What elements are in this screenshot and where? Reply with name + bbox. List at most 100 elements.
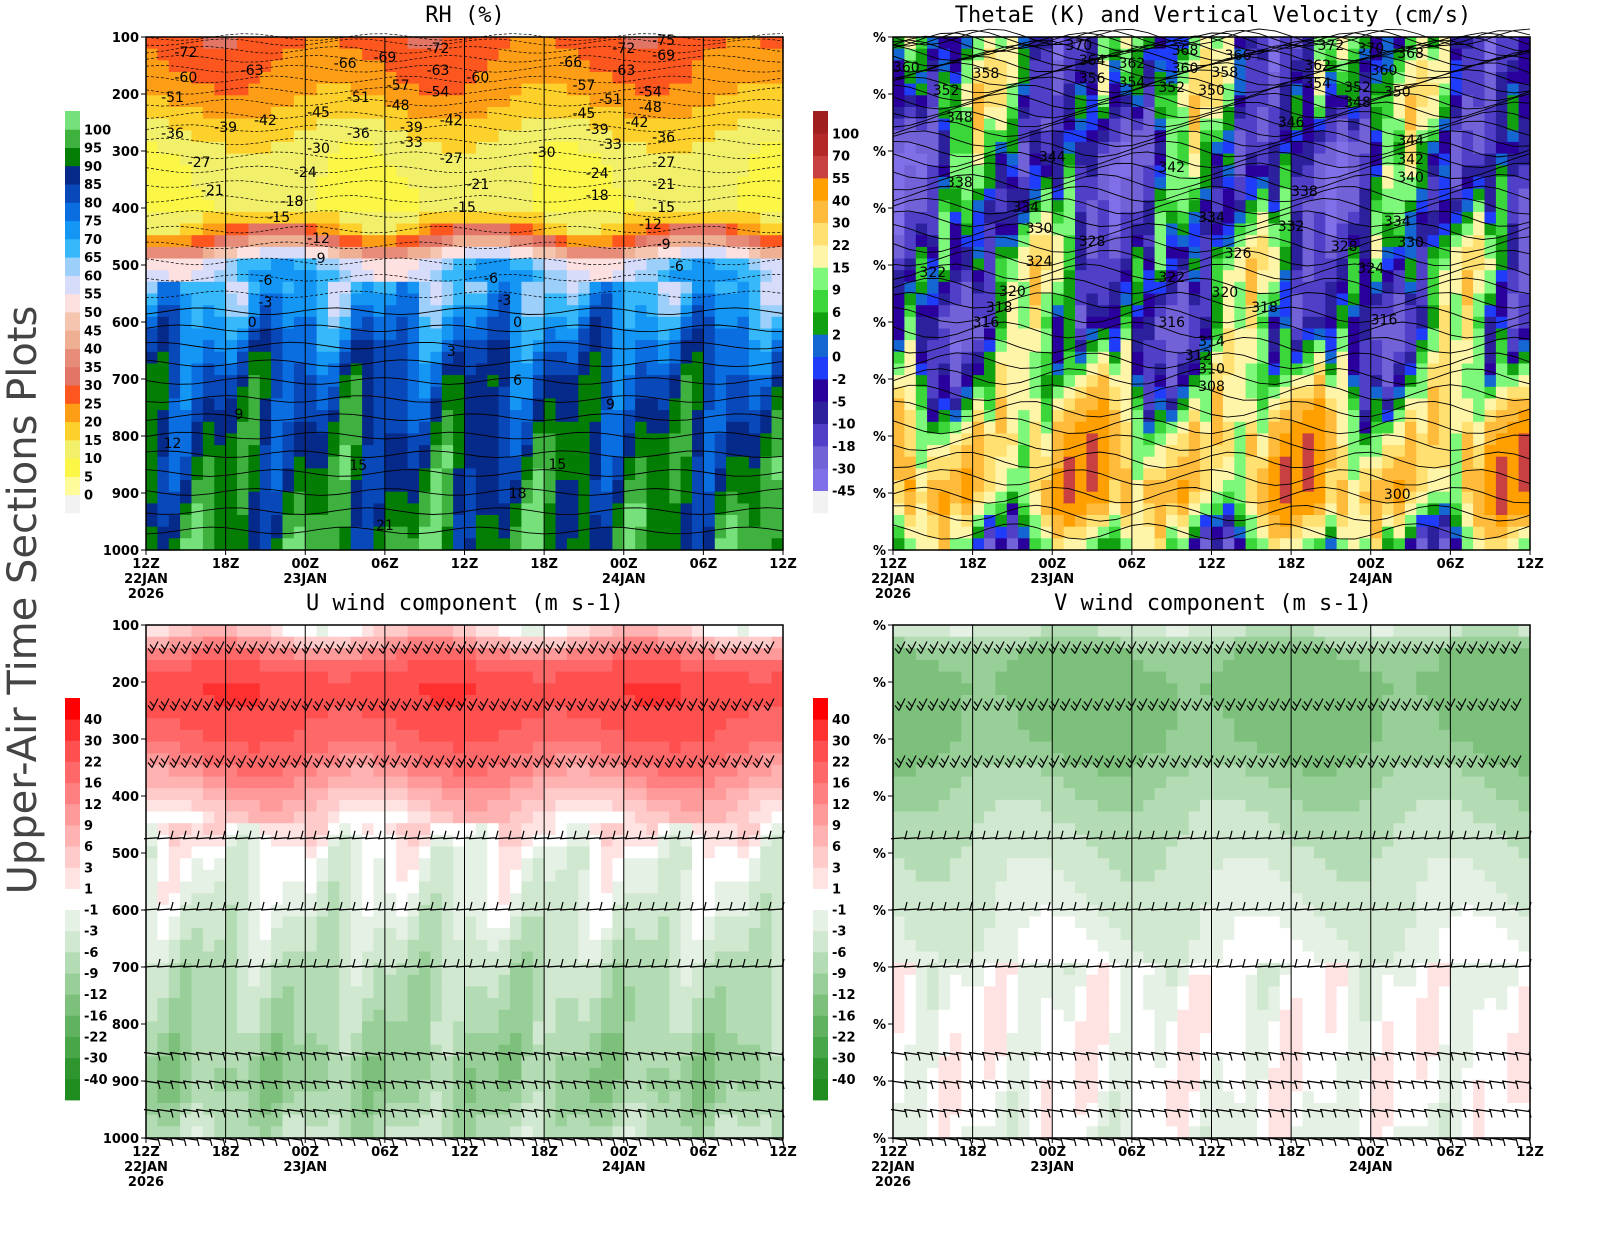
field-cell bbox=[214, 410, 227, 423]
field-cell bbox=[350, 83, 363, 96]
field-cell bbox=[1245, 107, 1258, 120]
field-cell bbox=[396, 83, 409, 96]
field-cell bbox=[168, 246, 181, 260]
field-cell bbox=[532, 281, 545, 295]
field-cell bbox=[1427, 141, 1440, 155]
field-cell bbox=[1086, 141, 1099, 155]
field-cell bbox=[1359, 538, 1372, 551]
field-cell bbox=[225, 328, 238, 341]
field-cell bbox=[271, 235, 284, 248]
field-cell bbox=[555, 223, 568, 236]
field-cell bbox=[760, 398, 773, 411]
field-cell bbox=[168, 526, 181, 539]
field-cell bbox=[214, 281, 227, 295]
field-cell bbox=[350, 223, 363, 236]
field-cell bbox=[430, 328, 443, 341]
field-cell bbox=[180, 445, 193, 458]
field-cell bbox=[1120, 480, 1133, 493]
field-cell bbox=[1029, 316, 1042, 330]
field-cell bbox=[1200, 153, 1213, 166]
field-cell bbox=[635, 141, 648, 155]
field-cell bbox=[487, 118, 500, 131]
field-cell bbox=[1143, 246, 1156, 260]
field-cell bbox=[350, 375, 363, 388]
field-cell bbox=[1075, 456, 1087, 469]
field-cell bbox=[646, 468, 659, 481]
field-cell bbox=[601, 72, 613, 85]
field-cell bbox=[915, 340, 928, 353]
field-cell bbox=[430, 468, 443, 481]
field-cell bbox=[1177, 410, 1190, 423]
field-cell bbox=[350, 340, 363, 353]
contour-label: 21 bbox=[376, 518, 394, 534]
field-cell bbox=[612, 480, 625, 493]
field-cell bbox=[339, 340, 352, 353]
field-cell bbox=[1427, 410, 1440, 423]
field-cell bbox=[1006, 491, 1019, 504]
field-cell bbox=[1302, 386, 1315, 400]
colorbar-label: 60 bbox=[84, 270, 102, 285]
field-cell bbox=[1097, 421, 1110, 435]
field-cell bbox=[202, 48, 215, 61]
field-cell bbox=[498, 328, 511, 341]
field-cell bbox=[1006, 375, 1019, 388]
field-cell bbox=[521, 538, 534, 551]
field-cell bbox=[1268, 480, 1281, 493]
field-cell bbox=[384, 246, 397, 260]
field-cell bbox=[1268, 468, 1281, 481]
field-cell bbox=[464, 153, 477, 166]
field-cell bbox=[282, 95, 295, 108]
field-cell bbox=[748, 375, 761, 388]
field-cell bbox=[714, 351, 727, 365]
field-cell bbox=[430, 316, 443, 330]
field-cell bbox=[927, 340, 940, 353]
field-cell bbox=[589, 456, 602, 469]
field-cell bbox=[1291, 445, 1304, 458]
field-cell bbox=[339, 95, 352, 108]
field-cell bbox=[1450, 480, 1463, 493]
field-cell bbox=[214, 305, 227, 318]
field-cell bbox=[316, 72, 329, 85]
field-cell bbox=[350, 421, 363, 435]
field-cell bbox=[316, 316, 329, 330]
field-cell bbox=[271, 456, 284, 469]
field-cell bbox=[927, 153, 940, 166]
field-cell bbox=[1120, 375, 1133, 388]
field-cell bbox=[475, 165, 488, 178]
field-cell bbox=[214, 60, 227, 73]
field-cell bbox=[1097, 375, 1110, 388]
field-cell bbox=[938, 433, 951, 446]
field-cell bbox=[225, 246, 238, 260]
field-cell bbox=[555, 398, 568, 411]
field-cell bbox=[282, 200, 295, 213]
field-cell bbox=[1166, 445, 1178, 458]
field-cell bbox=[373, 340, 386, 353]
field-cell bbox=[373, 515, 386, 528]
field-cell bbox=[1131, 433, 1144, 446]
field-cell bbox=[521, 258, 534, 271]
field-cell bbox=[748, 305, 761, 318]
field-cell bbox=[475, 258, 488, 271]
field-cell bbox=[1370, 130, 1383, 143]
field-cell bbox=[350, 107, 363, 120]
field-cell bbox=[1109, 480, 1122, 493]
field-cell bbox=[191, 118, 204, 131]
field-cell bbox=[168, 153, 181, 166]
field-cell bbox=[692, 118, 704, 131]
field-cell bbox=[293, 153, 306, 166]
field-cell bbox=[271, 188, 284, 201]
field-cell bbox=[1040, 200, 1053, 213]
field-cell bbox=[259, 491, 272, 504]
field-cell bbox=[1177, 211, 1190, 225]
contour-label: -6 bbox=[670, 259, 684, 275]
field-cell bbox=[225, 48, 238, 61]
field-cell bbox=[498, 107, 511, 120]
field-cell bbox=[714, 515, 727, 528]
field-cell bbox=[915, 246, 928, 260]
field-cell bbox=[259, 316, 272, 330]
field-cell bbox=[748, 235, 761, 248]
field-cell bbox=[544, 363, 557, 376]
field-cell bbox=[532, 95, 545, 108]
field-cell bbox=[362, 340, 375, 353]
field-cell bbox=[146, 538, 158, 551]
